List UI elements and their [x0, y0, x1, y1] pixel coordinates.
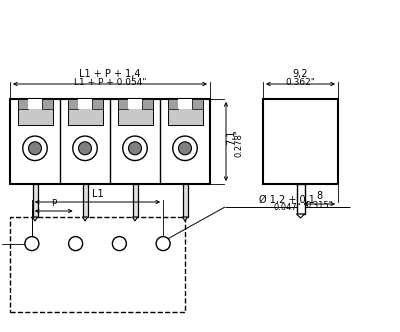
Circle shape: [173, 136, 197, 161]
Bar: [128, 99, 142, 109]
Bar: [68, 99, 78, 109]
Circle shape: [128, 142, 142, 155]
Bar: [18, 99, 52, 124]
Circle shape: [123, 136, 147, 161]
Bar: [182, 184, 188, 217]
Bar: [192, 99, 202, 109]
Bar: [296, 184, 304, 214]
Text: 0.315": 0.315": [306, 201, 333, 209]
Bar: [118, 99, 152, 124]
Bar: [178, 99, 192, 109]
Circle shape: [69, 237, 83, 251]
Text: 0.278": 0.278": [234, 130, 244, 157]
Bar: [168, 99, 178, 109]
Bar: [42, 99, 52, 109]
Bar: [132, 184, 138, 217]
Circle shape: [73, 136, 97, 161]
Circle shape: [112, 237, 126, 251]
Text: L1: L1: [92, 189, 103, 199]
Polygon shape: [296, 214, 304, 218]
Circle shape: [78, 142, 92, 155]
Text: 8: 8: [316, 191, 322, 201]
Bar: [18, 99, 28, 109]
Text: L1 + P + 0.054": L1 + P + 0.054": [74, 77, 146, 87]
Text: L1 + P + 1,4: L1 + P + 1,4: [79, 69, 141, 79]
Bar: [78, 99, 92, 109]
Polygon shape: [132, 217, 138, 221]
Circle shape: [178, 142, 192, 155]
Text: P: P: [51, 200, 56, 208]
Bar: [32, 184, 38, 217]
Bar: [168, 99, 202, 124]
Circle shape: [23, 136, 47, 161]
Bar: [263, 99, 338, 184]
Circle shape: [25, 237, 39, 251]
Polygon shape: [82, 217, 88, 221]
Bar: [10, 217, 185, 312]
Bar: [10, 99, 210, 184]
Circle shape: [156, 237, 170, 251]
Bar: [28, 99, 42, 109]
Bar: [82, 184, 88, 217]
Text: 7,1: 7,1: [226, 130, 236, 145]
Bar: [142, 99, 152, 109]
Bar: [68, 99, 102, 124]
Text: 0.362": 0.362": [286, 77, 316, 87]
Polygon shape: [32, 217, 38, 221]
Polygon shape: [182, 217, 188, 221]
Text: Ø 1,2 + 0,1: Ø 1,2 + 0,1: [259, 195, 315, 205]
Text: 0.047": 0.047": [273, 204, 301, 212]
Bar: [92, 99, 102, 109]
Text: 9,2: 9,2: [293, 69, 308, 79]
Bar: [118, 99, 128, 109]
Circle shape: [28, 142, 42, 155]
